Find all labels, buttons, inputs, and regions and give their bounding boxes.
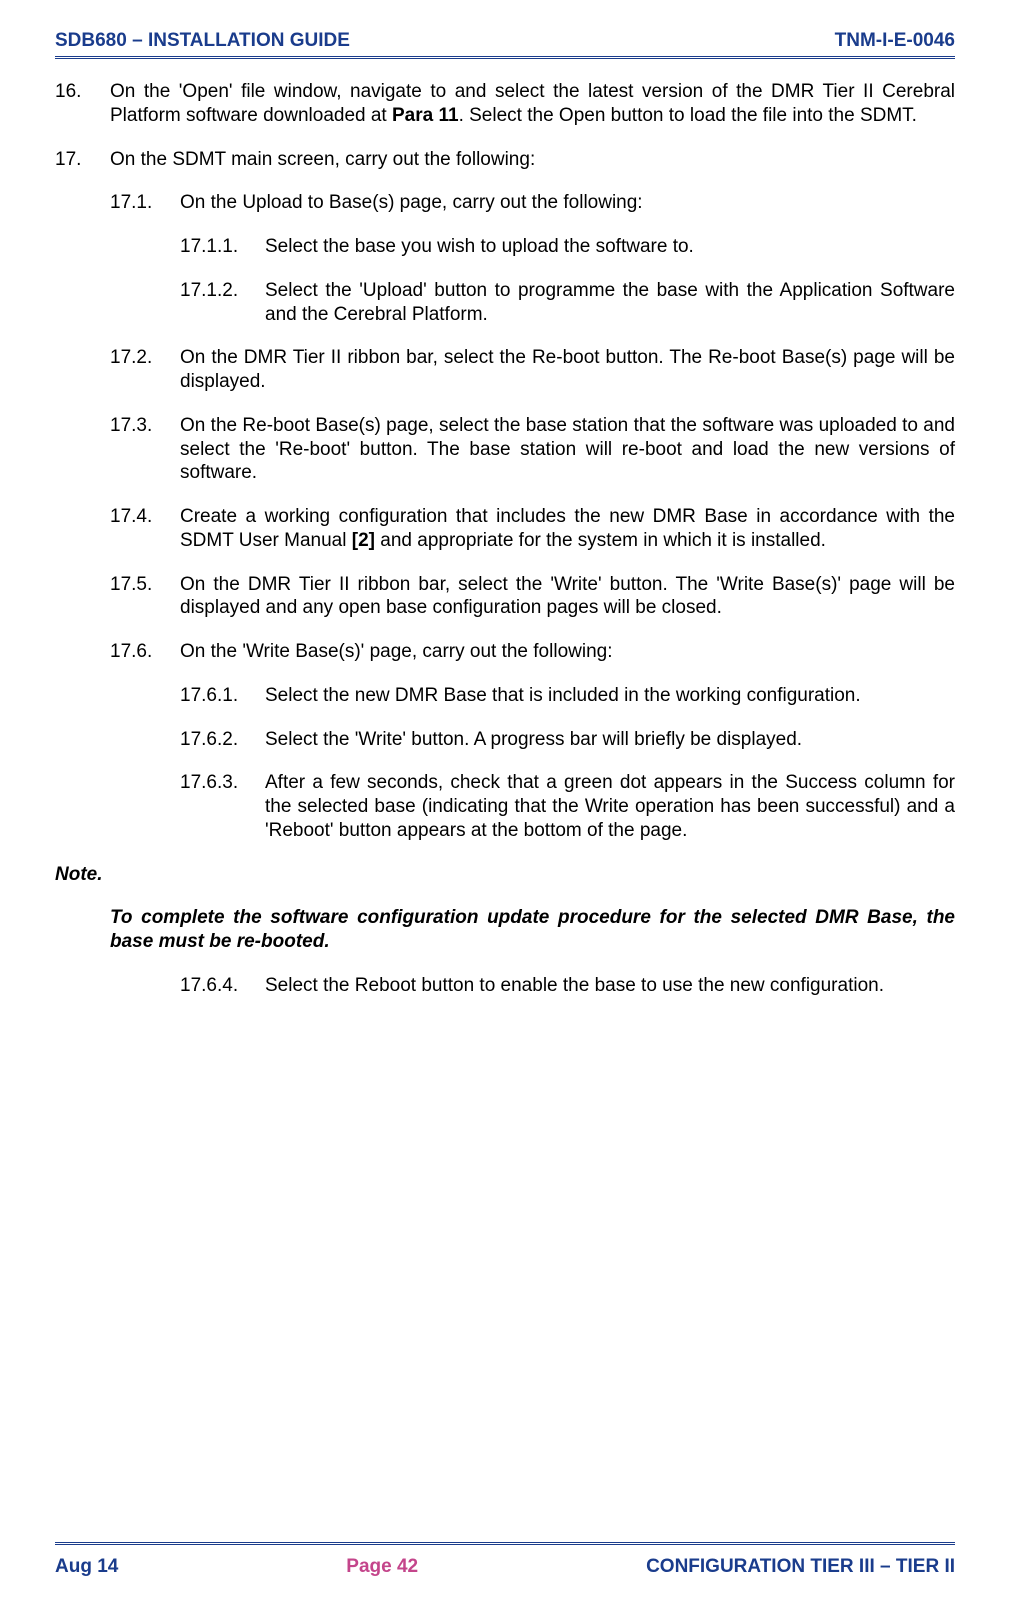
item-text: Select the 'Write' button. A progress ba… (265, 728, 955, 752)
item-number: 17.1. (110, 191, 180, 215)
item-text: On the 'Open' file window, navigate to a… (110, 80, 955, 128)
list-item-17-1-1: 17.1.1. Select the base you wish to uplo… (180, 235, 955, 259)
list-item-17-3: 17.3. On the Re-boot Base(s) page, selec… (110, 414, 955, 485)
item-number: 17.6.1. (180, 684, 265, 708)
item-number: 17.4. (110, 505, 180, 553)
page-footer: Aug 14 Page 42 CONFIGURATION TIER III – … (55, 1556, 955, 1578)
item-number: 17.5. (110, 573, 180, 621)
content: 16. On the 'Open' file window, navigate … (55, 80, 955, 1538)
bold-ref: Para 11 (392, 105, 459, 126)
list-item-17-2: 17.2. On the DMR Tier II ribbon bar, sel… (110, 346, 955, 394)
list-item-17-6-2: 17.6.2. Select the 'Write' button. A pro… (180, 728, 955, 752)
item-number: 17.3. (110, 414, 180, 485)
note-body: To complete the software configuration u… (110, 906, 955, 954)
list-item-17-5: 17.5. On the DMR Tier II ribbon bar, sel… (110, 573, 955, 621)
item-text: On the Re-boot Base(s) page, select the … (180, 414, 955, 485)
page: SDB680 – INSTALLATION GUIDE TNM-I-E-0046… (0, 0, 1010, 1608)
item-text: Select the new DMR Base that is included… (265, 684, 955, 708)
header-right: TNM-I-E-0046 (835, 30, 955, 52)
list-item-17-6: 17.6. On the 'Write Base(s)' page, carry… (110, 640, 955, 664)
footer-left: Aug 14 (55, 1556, 118, 1578)
footer-right: CONFIGURATION TIER III – TIER II (646, 1556, 955, 1578)
item-number: 16. (55, 80, 110, 128)
item-number: 17.6.4. (180, 974, 265, 998)
bold-ref: [2] (352, 530, 375, 551)
item-text: After a few seconds, check that a green … (265, 771, 955, 842)
item-text: On the DMR Tier II ribbon bar, select th… (180, 573, 955, 621)
list-item-16: 16. On the 'Open' file window, navigate … (55, 80, 955, 128)
item-number: 17.6.2. (180, 728, 265, 752)
item-text: On the Upload to Base(s) page, carry out… (180, 191, 955, 215)
header-left: SDB680 – INSTALLATION GUIDE (55, 30, 350, 52)
item-text: Create a working configuration that incl… (180, 505, 955, 553)
item-number: 17.6.3. (180, 771, 265, 842)
item-text: Select the 'Upload' button to programme … (265, 279, 955, 327)
page-header: SDB680 – INSTALLATION GUIDE TNM-I-E-0046 (55, 30, 955, 52)
item-text: Select the base you wish to upload the s… (265, 235, 955, 259)
item-text: On the 'Write Base(s)' page, carry out t… (180, 640, 955, 664)
list-item-17-6-3: 17.6.3. After a few seconds, check that … (180, 771, 955, 842)
list-item-17: 17. On the SDMT main screen, carry out t… (55, 148, 955, 172)
list-item-17-4: 17.4. Create a working configuration tha… (110, 505, 955, 553)
item-number: 17.6. (110, 640, 180, 664)
item-text: On the SDMT main screen, carry out the f… (110, 148, 955, 172)
item-number: 17.2. (110, 346, 180, 394)
list-item-17-6-4: 17.6.4. Select the Reboot button to enab… (180, 974, 955, 998)
note-label: Note. (55, 863, 955, 887)
item-text: Select the Reboot button to enable the b… (265, 974, 955, 998)
item-number: 17. (55, 148, 110, 172)
list-item-17-6-1: 17.6.1. Select the new DMR Base that is … (180, 684, 955, 708)
footer-center: Page 42 (346, 1556, 418, 1578)
list-item-17-1: 17.1. On the Upload to Base(s) page, car… (110, 191, 955, 215)
item-number: 17.1.2. (180, 279, 265, 327)
list-item-17-1-2: 17.1.2. Select the 'Upload' button to pr… (180, 279, 955, 327)
item-text: On the DMR Tier II ribbon bar, select th… (180, 346, 955, 394)
item-number: 17.1.1. (180, 235, 265, 259)
header-rule (55, 56, 955, 62)
footer-rule (55, 1542, 955, 1548)
